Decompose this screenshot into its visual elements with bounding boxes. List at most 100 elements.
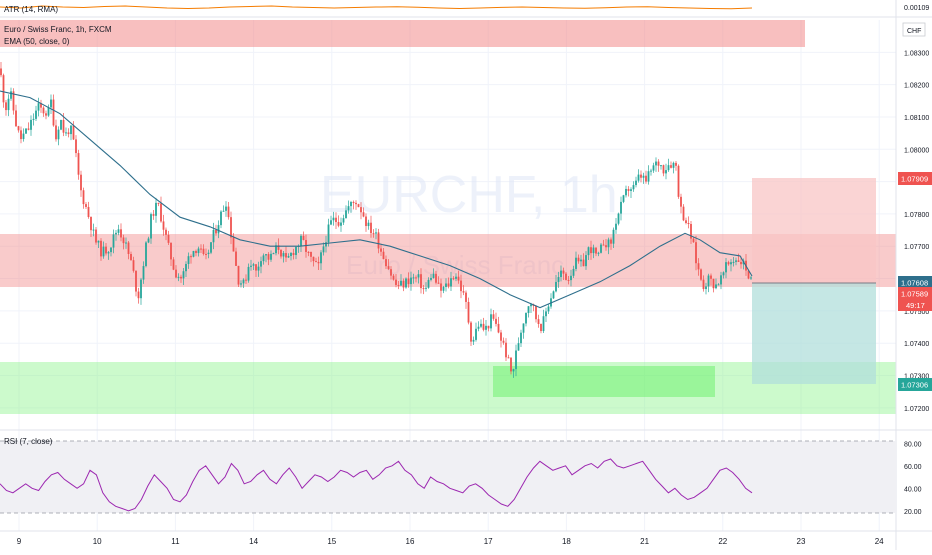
candle-body	[72, 125, 75, 140]
candle-body	[202, 248, 205, 254]
candle-body	[55, 125, 57, 140]
candle-body	[182, 271, 185, 279]
ema-label[interactable]: EMA (50, close, 0)	[4, 37, 70, 46]
atr-label: ATR (14, RMA)	[4, 5, 58, 14]
stop-loss-zone[interactable]	[752, 178, 876, 283]
candle-body	[430, 277, 432, 280]
candle-body	[90, 216, 92, 231]
candle-body	[362, 212, 365, 217]
candle-body	[192, 250, 195, 257]
candle-body	[637, 174, 640, 181]
rsi-tick-label: 60.00	[904, 464, 922, 471]
candle-body	[682, 206, 685, 221]
candle-body	[630, 189, 632, 191]
candle-body	[47, 107, 50, 116]
candle-body	[512, 369, 515, 372]
candle-body	[105, 246, 107, 254]
candle-body	[395, 279, 397, 285]
candle-body	[392, 275, 395, 280]
candle-body	[352, 202, 355, 204]
candle-body	[482, 323, 485, 330]
candle-body	[437, 282, 440, 284]
candle-body	[625, 188, 627, 196]
candle-body	[722, 272, 725, 276]
take-profit-zone[interactable]	[752, 283, 876, 384]
candle-body	[70, 125, 72, 135]
candle-body	[25, 128, 27, 134]
candle-body	[432, 273, 435, 278]
support-zone[interactable]	[0, 362, 896, 414]
candle-body	[87, 206, 90, 217]
candle-body	[32, 118, 35, 120]
time-tick-label: 15	[327, 537, 336, 546]
candle-body	[645, 175, 647, 182]
candle-body	[20, 130, 22, 140]
time-tick-label: 14	[249, 537, 258, 546]
candle-body	[122, 237, 125, 244]
demand-box[interactable]	[493, 366, 715, 397]
candle-body	[137, 291, 140, 299]
candle-body	[470, 322, 472, 342]
countdown-label: 49:17	[906, 301, 925, 310]
candle-body	[300, 235, 302, 246]
candle-body	[77, 153, 80, 175]
candle-body	[162, 221, 165, 230]
candle-body	[595, 247, 597, 254]
candle-body	[150, 214, 152, 239]
candle-body	[27, 128, 30, 130]
candle-body	[130, 253, 132, 261]
candle-body	[175, 269, 177, 278]
candle-body	[42, 107, 45, 114]
candle-body	[705, 286, 707, 290]
currency-box[interactable]	[902, 22, 926, 37]
candle-body	[747, 270, 750, 279]
candle-body	[382, 251, 385, 260]
upper-resistance-zone[interactable]	[0, 20, 805, 47]
candle-body	[242, 279, 245, 284]
candle-body	[600, 244, 602, 253]
candle-body	[220, 211, 222, 226]
candle-body	[700, 269, 702, 280]
candle-body	[575, 257, 577, 269]
ema-price-tag	[898, 276, 932, 289]
candle-body	[450, 278, 452, 287]
candle-body	[245, 279, 247, 281]
candle-body	[730, 262, 732, 265]
candle-body	[127, 242, 130, 254]
candle-body	[287, 256, 290, 258]
time-axis[interactable]: 9 10 11 14 15 16 17 18 21 22 23 24	[17, 537, 884, 546]
candle-body	[655, 161, 657, 166]
candle-body	[167, 234, 170, 243]
candle-body	[612, 229, 615, 244]
price-axis[interactable]: 1.083001.082001.081001.080001.079001.078…	[904, 50, 929, 413]
candle-body	[577, 257, 580, 262]
candle-body	[315, 261, 317, 263]
candle-body	[477, 326, 480, 329]
candle-body	[685, 220, 687, 224]
candle-body	[377, 232, 380, 249]
candle-body	[277, 245, 280, 250]
candle-body	[85, 204, 87, 207]
candle-body	[695, 242, 697, 264]
time-tick-label: 24	[875, 537, 884, 546]
candle-body	[522, 323, 525, 333]
symbol-title[interactable]: Euro / Swiss Franc, 1h, FXCM	[4, 25, 112, 34]
candle-body	[252, 264, 255, 266]
time-tick-label: 16	[406, 537, 415, 546]
candle-body	[590, 247, 592, 254]
candle-body	[302, 235, 305, 241]
candle-body	[692, 238, 695, 243]
candle-body	[370, 222, 372, 234]
rsi-label[interactable]: RSI (7, close)	[4, 437, 53, 446]
resistance-zone[interactable]	[0, 234, 896, 287]
candle-body	[257, 266, 260, 271]
candle-body	[172, 259, 175, 270]
candle-body	[535, 305, 537, 320]
candle-body	[50, 99, 52, 108]
candle-body	[200, 248, 202, 250]
candle-body	[457, 276, 460, 281]
candle-body	[335, 217, 337, 223]
candle-body	[402, 280, 405, 288]
